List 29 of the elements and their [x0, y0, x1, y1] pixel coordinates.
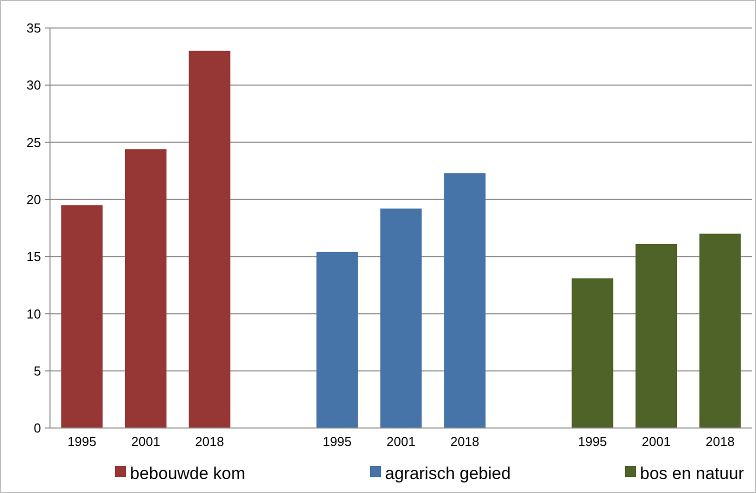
y-tick-label: 30 — [26, 78, 41, 93]
y-tick-label: 35 — [26, 20, 41, 36]
x-tick-label: 2018 — [450, 434, 480, 449]
x-tick-label: 2001 — [131, 434, 160, 449]
legend-label: agrarisch gebied — [385, 464, 511, 483]
y-tick-label: 25 — [26, 134, 41, 150]
y-tick-label: 20 — [26, 192, 41, 207]
y-tick-label: 5 — [34, 363, 41, 378]
bar — [188, 50, 230, 428]
y-tick-label: 10 — [26, 306, 41, 322]
y-tick-label: 15 — [26, 249, 41, 264]
legend-label: bos en natuur — [640, 464, 744, 483]
bar — [61, 205, 103, 428]
bar — [699, 234, 741, 428]
bar — [572, 278, 614, 428]
legend-label: bebouwde kom — [130, 464, 246, 483]
x-tick-label: 2018 — [195, 434, 224, 449]
bar — [124, 149, 166, 428]
x-tick-label: 2001 — [386, 434, 416, 449]
x-tick-label: 1995 — [67, 434, 96, 449]
x-tick-label: 1995 — [578, 434, 607, 449]
y-tick-label: 0 — [34, 420, 41, 436]
x-tick-label: 2018 — [706, 434, 735, 449]
bar — [316, 252, 358, 428]
x-tick-label: 2001 — [642, 434, 671, 449]
bar — [636, 244, 678, 428]
bar — [444, 173, 486, 428]
x-tick-label: 1995 — [322, 434, 352, 449]
bar — [380, 208, 422, 428]
